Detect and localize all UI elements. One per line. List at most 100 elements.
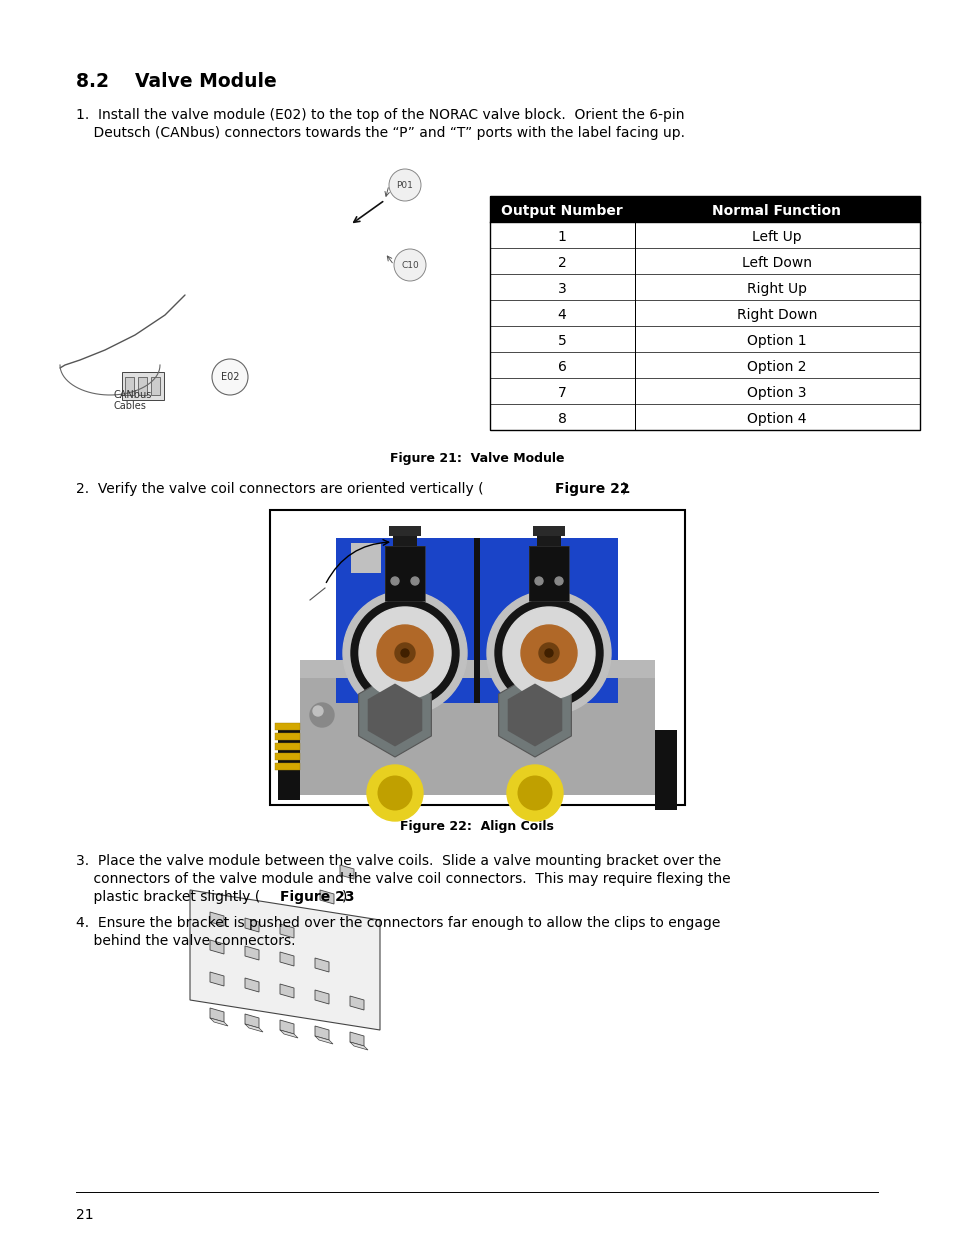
Bar: [537, 529, 560, 546]
Circle shape: [358, 606, 451, 699]
Circle shape: [376, 625, 433, 680]
Text: 21: 21: [76, 1208, 93, 1221]
Bar: [385, 546, 424, 601]
Bar: [274, 763, 299, 769]
Polygon shape: [210, 911, 224, 926]
Bar: [490, 404, 919, 430]
Bar: [299, 659, 655, 795]
Polygon shape: [367, 683, 422, 746]
Text: plastic bracket slightly (: plastic bracket slightly (: [76, 890, 260, 904]
Circle shape: [395, 643, 415, 663]
Text: behind the valve connectors.: behind the valve connectors.: [76, 934, 295, 948]
Polygon shape: [350, 1032, 364, 1046]
Text: Figure 21:  Valve Module: Figure 21: Valve Module: [390, 452, 563, 466]
Circle shape: [367, 764, 422, 821]
Text: 1: 1: [557, 230, 566, 245]
Bar: [274, 753, 299, 760]
Text: 8.2    Valve Module: 8.2 Valve Module: [76, 72, 276, 91]
Text: Right Up: Right Up: [746, 282, 806, 296]
Circle shape: [535, 577, 542, 585]
Bar: [389, 526, 420, 536]
Circle shape: [343, 592, 467, 715]
Text: 7: 7: [558, 387, 566, 400]
Text: 4: 4: [558, 308, 566, 322]
Bar: [490, 378, 919, 404]
Polygon shape: [358, 673, 431, 757]
Text: Option 4: Option 4: [746, 412, 806, 426]
Polygon shape: [190, 890, 379, 1030]
Polygon shape: [350, 995, 364, 1010]
Bar: [490, 300, 919, 326]
Text: CANbus: CANbus: [113, 390, 152, 400]
Polygon shape: [280, 1020, 294, 1034]
Polygon shape: [507, 683, 561, 746]
Text: Right Down: Right Down: [736, 308, 817, 322]
Text: 3: 3: [558, 282, 566, 296]
Polygon shape: [319, 890, 334, 904]
Text: Normal Function: Normal Function: [712, 204, 841, 219]
Polygon shape: [314, 990, 329, 1004]
Polygon shape: [280, 924, 294, 939]
Bar: [529, 546, 568, 601]
Text: C10: C10: [400, 261, 418, 269]
Bar: [490, 222, 919, 248]
Bar: [299, 659, 655, 678]
Bar: [655, 790, 677, 810]
Bar: [490, 196, 919, 222]
Polygon shape: [314, 1036, 333, 1044]
Polygon shape: [350, 1042, 368, 1050]
Bar: [533, 526, 564, 536]
Circle shape: [310, 703, 334, 727]
Bar: [274, 722, 299, 730]
Polygon shape: [339, 864, 354, 879]
Bar: [277, 730, 299, 800]
Text: Option 3: Option 3: [746, 387, 806, 400]
Circle shape: [377, 777, 412, 810]
Text: Left Up: Left Up: [751, 230, 801, 245]
Polygon shape: [245, 946, 258, 960]
Text: ).: ).: [341, 890, 352, 904]
Text: E02: E02: [220, 372, 239, 382]
Text: 8: 8: [557, 412, 566, 426]
Bar: [274, 743, 299, 750]
Bar: [385, 546, 424, 601]
Circle shape: [391, 577, 398, 585]
Bar: [479, 538, 618, 703]
Bar: [490, 274, 919, 300]
Circle shape: [520, 625, 577, 680]
Text: 5: 5: [558, 333, 566, 348]
Circle shape: [313, 706, 323, 716]
Text: Cables: Cables: [113, 401, 147, 411]
Bar: [655, 730, 677, 800]
Polygon shape: [280, 952, 294, 966]
Bar: [393, 529, 416, 546]
Text: 2.  Verify the valve coil connectors are oriented vertically (: 2. Verify the valve coil connectors are …: [76, 482, 483, 496]
Circle shape: [495, 599, 602, 706]
Text: Left Down: Left Down: [741, 256, 811, 270]
Bar: [490, 352, 919, 378]
Polygon shape: [280, 984, 294, 998]
Polygon shape: [210, 1008, 224, 1023]
Text: Output Number: Output Number: [500, 204, 622, 219]
Circle shape: [538, 643, 558, 663]
Bar: [351, 543, 380, 573]
Circle shape: [394, 249, 426, 282]
Bar: [138, 377, 147, 395]
Bar: [274, 734, 299, 740]
Circle shape: [502, 606, 595, 699]
Bar: [122, 372, 164, 400]
Text: 2: 2: [558, 256, 566, 270]
Polygon shape: [280, 1030, 297, 1037]
Text: connectors of the valve module and the valve coil connectors.  This may require : connectors of the valve module and the v…: [76, 872, 730, 885]
Text: 3.  Place the valve module between the valve coils.  Slide a valve mounting brac: 3. Place the valve module between the va…: [76, 853, 720, 868]
Bar: [490, 196, 919, 430]
Circle shape: [555, 577, 562, 585]
Text: Figure 22:  Align Coils: Figure 22: Align Coils: [399, 820, 554, 832]
Bar: [151, 377, 160, 395]
Bar: [474, 538, 479, 703]
Polygon shape: [210, 1018, 228, 1026]
Text: ).: ).: [621, 482, 631, 496]
Circle shape: [506, 764, 562, 821]
Polygon shape: [245, 978, 258, 992]
Text: Figure 23: Figure 23: [280, 890, 355, 904]
